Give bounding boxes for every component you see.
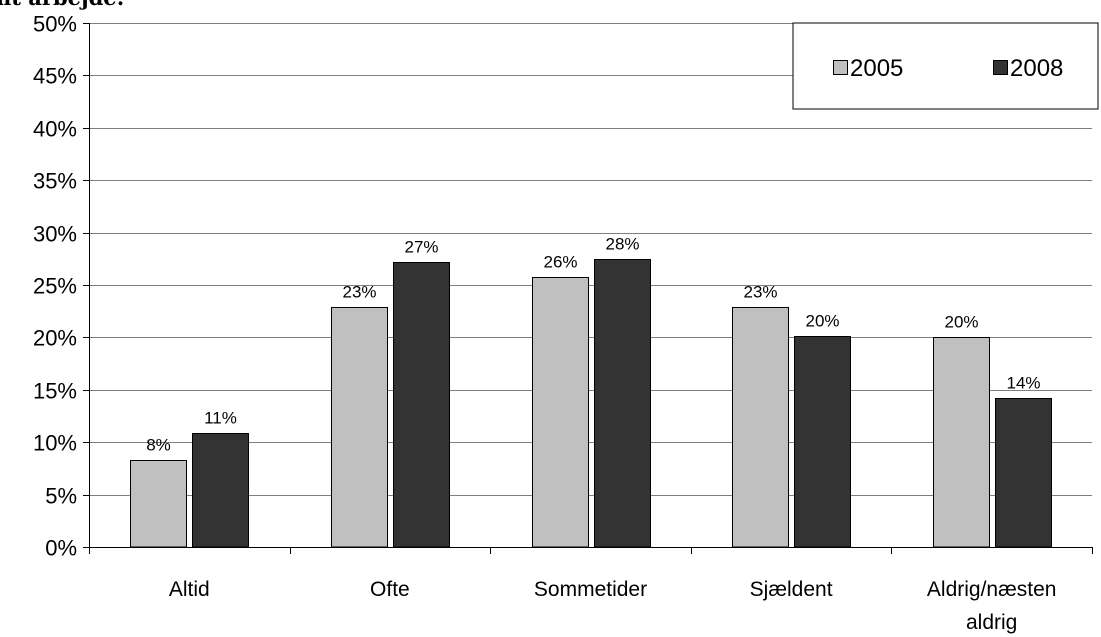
y-tick-label: 35%	[33, 169, 77, 194]
chart-title: nt arbejde:	[0, 0, 124, 10]
y-tick-label: 0%	[45, 536, 77, 561]
x-category-label: Aldrig/næsten	[927, 578, 1057, 601]
data-label: 23%	[743, 283, 777, 302]
y-tick-label: 50%	[33, 12, 77, 37]
y-tick-label: 40%	[33, 117, 77, 142]
bar-2008	[995, 398, 1052, 548]
legend-label: 2005	[850, 55, 903, 82]
legend-label: 2008	[1010, 55, 1063, 82]
data-labels: 8% 23% 26% 23% 20% 11% 27% 28% 20% 14%	[146, 235, 1040, 455]
legend: 2005 2008	[792, 22, 1099, 110]
data-label: 14%	[1006, 374, 1040, 393]
y-axis-ticks: 0% 5% 10% 15% 20% 25% 30% 35% 40% 45% 50%	[33, 12, 77, 561]
data-label: 26%	[543, 253, 577, 272]
y-tick-label: 15%	[33, 379, 77, 404]
y-tick-label: 30%	[33, 222, 77, 247]
y-tick-label: 25%	[33, 274, 77, 299]
bar-2008	[192, 433, 249, 548]
x-category-label: Ofte	[370, 578, 410, 601]
bar-2005	[532, 277, 589, 548]
data-label: 11%	[204, 409, 237, 428]
data-label: 27%	[404, 238, 438, 257]
y-tick-label: 10%	[33, 431, 77, 456]
x-category-label: Altid	[169, 578, 210, 601]
x-category-label: Sjældent	[750, 578, 833, 601]
bar-2008	[393, 262, 450, 548]
y-tick-label: 45%	[33, 64, 77, 89]
x-axis-categories: Altid Ofte Sommetider Sjældent Aldrig/næsten…	[169, 578, 1057, 634]
bar-2008	[594, 259, 651, 548]
data-label: 20%	[944, 313, 978, 332]
x-category-label: Sommetider	[534, 578, 647, 601]
axes	[83, 23, 1093, 554]
legend-swatch	[833, 60, 848, 75]
data-label: 8%	[146, 436, 171, 455]
data-label: 23%	[342, 283, 376, 302]
bar-2008	[794, 336, 851, 548]
bars	[130, 259, 1052, 548]
data-label: 20%	[805, 312, 839, 331]
bar-2005	[933, 337, 990, 548]
data-label: 28%	[605, 235, 639, 254]
x-category-label: aldrig	[966, 611, 1017, 634]
y-tick-label: 20%	[33, 326, 77, 351]
bar-2005	[130, 460, 187, 548]
legend-swatch	[993, 60, 1008, 75]
y-tick-label: 5%	[45, 484, 77, 509]
bar-2005	[732, 307, 789, 548]
bar-2005	[331, 307, 388, 548]
